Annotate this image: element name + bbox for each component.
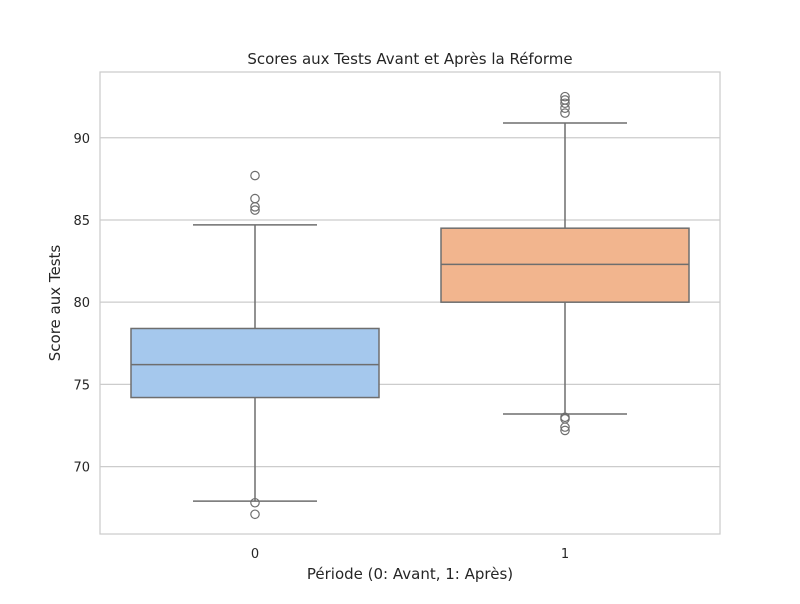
tick-labels: 70 75 80 85 90 0 1	[73, 132, 569, 562]
outlier-point-1-6	[560, 98, 570, 109]
box-group-1	[440, 91, 690, 436]
outlier-point-1-7	[560, 95, 570, 105]
x-axis-label: Période (0: Avant, 1: Après)	[307, 565, 513, 583]
outlier-point-1-3	[560, 425, 570, 436]
outlier-point-0-1	[250, 509, 260, 520]
outlier-point-1-8	[560, 91, 570, 102]
iqr-box-0	[130, 327, 380, 399]
outlier-point-0-0	[250, 497, 260, 508]
y-tick-label-85: 85	[73, 214, 90, 229]
chart-title: Scores aux Tests Avant et Après la Réfor…	[247, 50, 572, 68]
boxes	[130, 91, 690, 520]
y-tick-label-70: 70	[73, 461, 90, 476]
y-tick-label-75: 75	[73, 378, 90, 393]
iqr-box-1	[440, 227, 690, 303]
box-group-0	[130, 170, 380, 520]
y-tick-label-80: 80	[73, 296, 90, 311]
x-tick-label-1: 1	[561, 547, 569, 562]
outlier-point-0-5	[250, 170, 260, 181]
outlier-point-1-4	[560, 108, 570, 118]
plot-area-frame	[99, 71, 721, 535]
x-tick-label-0: 0	[251, 547, 259, 562]
outlier-point-1-2	[560, 422, 570, 432]
y-axis-label: Score aux Tests	[46, 245, 64, 362]
outlier-point-0-2	[250, 205, 260, 215]
outlier-point-0-4	[250, 193, 260, 204]
y-tick-label-90: 90	[73, 132, 90, 147]
